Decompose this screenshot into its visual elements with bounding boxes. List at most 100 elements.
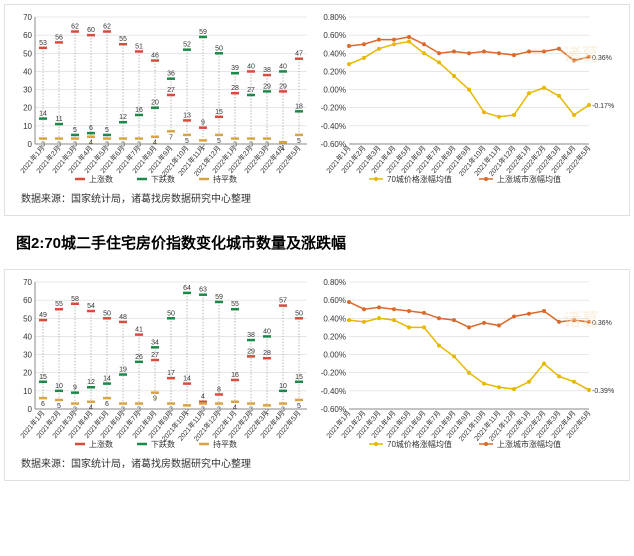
svg-text:40: 40: [247, 63, 255, 70]
svg-text:9: 9: [201, 120, 205, 127]
figure-1-panel: 010203040506070531432021年1月561132021年2月6…: [4, 4, 630, 216]
svg-text:13: 13: [183, 112, 191, 119]
svg-text:上涨城市涨幅均值: 上涨城市涨幅均值: [497, 439, 561, 449]
fig2-source: 数据来源：国家统计局，诸葛找房数据研究中心整理: [13, 451, 621, 474]
svg-text:39: 39: [231, 65, 239, 72]
svg-text:0: 0: [28, 140, 33, 149]
svg-text:41: 41: [135, 327, 143, 334]
svg-text:29: 29: [247, 348, 255, 355]
svg-text:29: 29: [279, 83, 287, 90]
svg-text:27: 27: [167, 87, 175, 94]
svg-text:0.60%: 0.60%: [323, 296, 346, 305]
svg-text:40: 40: [23, 67, 32, 76]
svg-text:40: 40: [23, 332, 32, 341]
svg-text:70: 70: [23, 13, 32, 22]
svg-text:12: 12: [87, 379, 95, 386]
svg-text:26: 26: [135, 354, 143, 361]
svg-text:59: 59: [215, 294, 223, 301]
svg-text:14: 14: [39, 111, 47, 118]
svg-text:0.36%: 0.36%: [592, 320, 612, 327]
svg-text:14: 14: [183, 376, 191, 383]
svg-text:6: 6: [89, 125, 93, 132]
svg-text:51: 51: [135, 43, 143, 50]
svg-text:27: 27: [247, 87, 255, 94]
svg-text:0.80%: 0.80%: [323, 13, 346, 22]
svg-text:上涨城市涨幅均值: 上涨城市涨幅均值: [497, 174, 561, 184]
svg-text:0.40%: 0.40%: [323, 314, 346, 323]
fig2-left-chart: 010203040506070491562021年1月551052021年2月5…: [13, 276, 313, 451]
svg-text:15: 15: [215, 109, 223, 116]
svg-text:15: 15: [39, 374, 47, 381]
svg-text:4: 4: [201, 394, 205, 401]
svg-text:5: 5: [73, 127, 77, 134]
svg-text:下跌数: 下跌数: [151, 439, 175, 449]
svg-text:下跌数: 下跌数: [151, 174, 175, 184]
svg-text:20: 20: [23, 104, 32, 113]
svg-text:0.36%: 0.36%: [592, 55, 612, 62]
svg-text:55: 55: [119, 36, 127, 43]
svg-text:50: 50: [295, 310, 303, 317]
svg-text:0.00%: 0.00%: [323, 351, 346, 360]
svg-text:0: 0: [28, 405, 33, 414]
svg-text:-0.39%: -0.39%: [592, 388, 614, 395]
svg-text:70城价格涨幅均值: 70城价格涨幅均值: [387, 174, 452, 184]
fig1-right-chart: 诸葛 -0.60%-0.40%-0.20%0.00%0.20%0.40%0.60…: [319, 11, 619, 186]
svg-text:56: 56: [55, 34, 63, 41]
svg-text:9: 9: [73, 385, 77, 392]
svg-text:52: 52: [183, 42, 191, 49]
svg-text:0.20%: 0.20%: [323, 332, 346, 341]
svg-text:60: 60: [23, 31, 32, 40]
svg-text:38: 38: [247, 332, 255, 339]
svg-text:11: 11: [55, 116, 62, 123]
svg-text:-0.20%: -0.20%: [321, 104, 346, 113]
svg-text:9: 9: [153, 396, 157, 403]
svg-text:-0.40%: -0.40%: [321, 387, 346, 396]
svg-text:40: 40: [263, 328, 271, 335]
svg-text:10: 10: [23, 122, 32, 131]
svg-text:70城价格涨幅均值: 70城价格涨幅均值: [387, 439, 452, 449]
svg-text:59: 59: [199, 29, 207, 36]
svg-text:0.60%: 0.60%: [323, 31, 346, 40]
svg-text:上涨数: 上涨数: [89, 174, 113, 184]
svg-text:55: 55: [231, 301, 239, 308]
svg-text:62: 62: [71, 24, 79, 31]
svg-text:50: 50: [23, 49, 32, 58]
svg-text:10: 10: [23, 387, 32, 396]
svg-text:10: 10: [279, 383, 287, 390]
svg-text:16: 16: [231, 372, 239, 379]
svg-text:8: 8: [217, 386, 221, 393]
svg-text:46: 46: [151, 53, 159, 60]
figure-2-panel: 010203040506070491562021年1月551052021年2月5…: [4, 269, 630, 481]
svg-text:0.80%: 0.80%: [323, 278, 346, 287]
svg-text:10: 10: [55, 383, 63, 390]
svg-text:6: 6: [105, 401, 109, 408]
svg-text:64: 64: [183, 285, 191, 292]
svg-text:20: 20: [23, 369, 32, 378]
svg-text:20: 20: [151, 100, 159, 107]
svg-text:57: 57: [279, 298, 287, 305]
svg-text:持平数: 持平数: [213, 439, 237, 449]
svg-text:29: 29: [263, 83, 271, 90]
svg-text:15: 15: [295, 374, 303, 381]
svg-text:27: 27: [151, 352, 159, 359]
svg-text:持平数: 持平数: [213, 174, 237, 184]
svg-text:48: 48: [119, 314, 127, 321]
svg-text:63: 63: [199, 287, 207, 294]
svg-text:12: 12: [119, 114, 127, 121]
svg-text:-0.40%: -0.40%: [321, 122, 346, 131]
svg-text:70: 70: [23, 278, 32, 287]
svg-text:30: 30: [23, 351, 32, 360]
svg-text:0.40%: 0.40%: [323, 49, 346, 58]
svg-text:49: 49: [39, 312, 47, 319]
fig1-left-chart: 010203040506070531432021年1月561132021年2月6…: [13, 11, 313, 186]
fig1-source: 数据来源：国家统计局，诸葛找房数据研究中心整理: [13, 186, 621, 209]
svg-text:62: 62: [103, 24, 111, 31]
svg-text:50: 50: [167, 310, 175, 317]
svg-text:-0.60%: -0.60%: [321, 405, 346, 414]
svg-text:38: 38: [263, 67, 271, 74]
svg-text:18: 18: [295, 103, 303, 110]
svg-text:50: 50: [215, 45, 223, 52]
svg-text:36: 36: [167, 71, 175, 78]
svg-text:-0.20%: -0.20%: [321, 369, 346, 378]
svg-text:-0.60%: -0.60%: [321, 140, 346, 149]
